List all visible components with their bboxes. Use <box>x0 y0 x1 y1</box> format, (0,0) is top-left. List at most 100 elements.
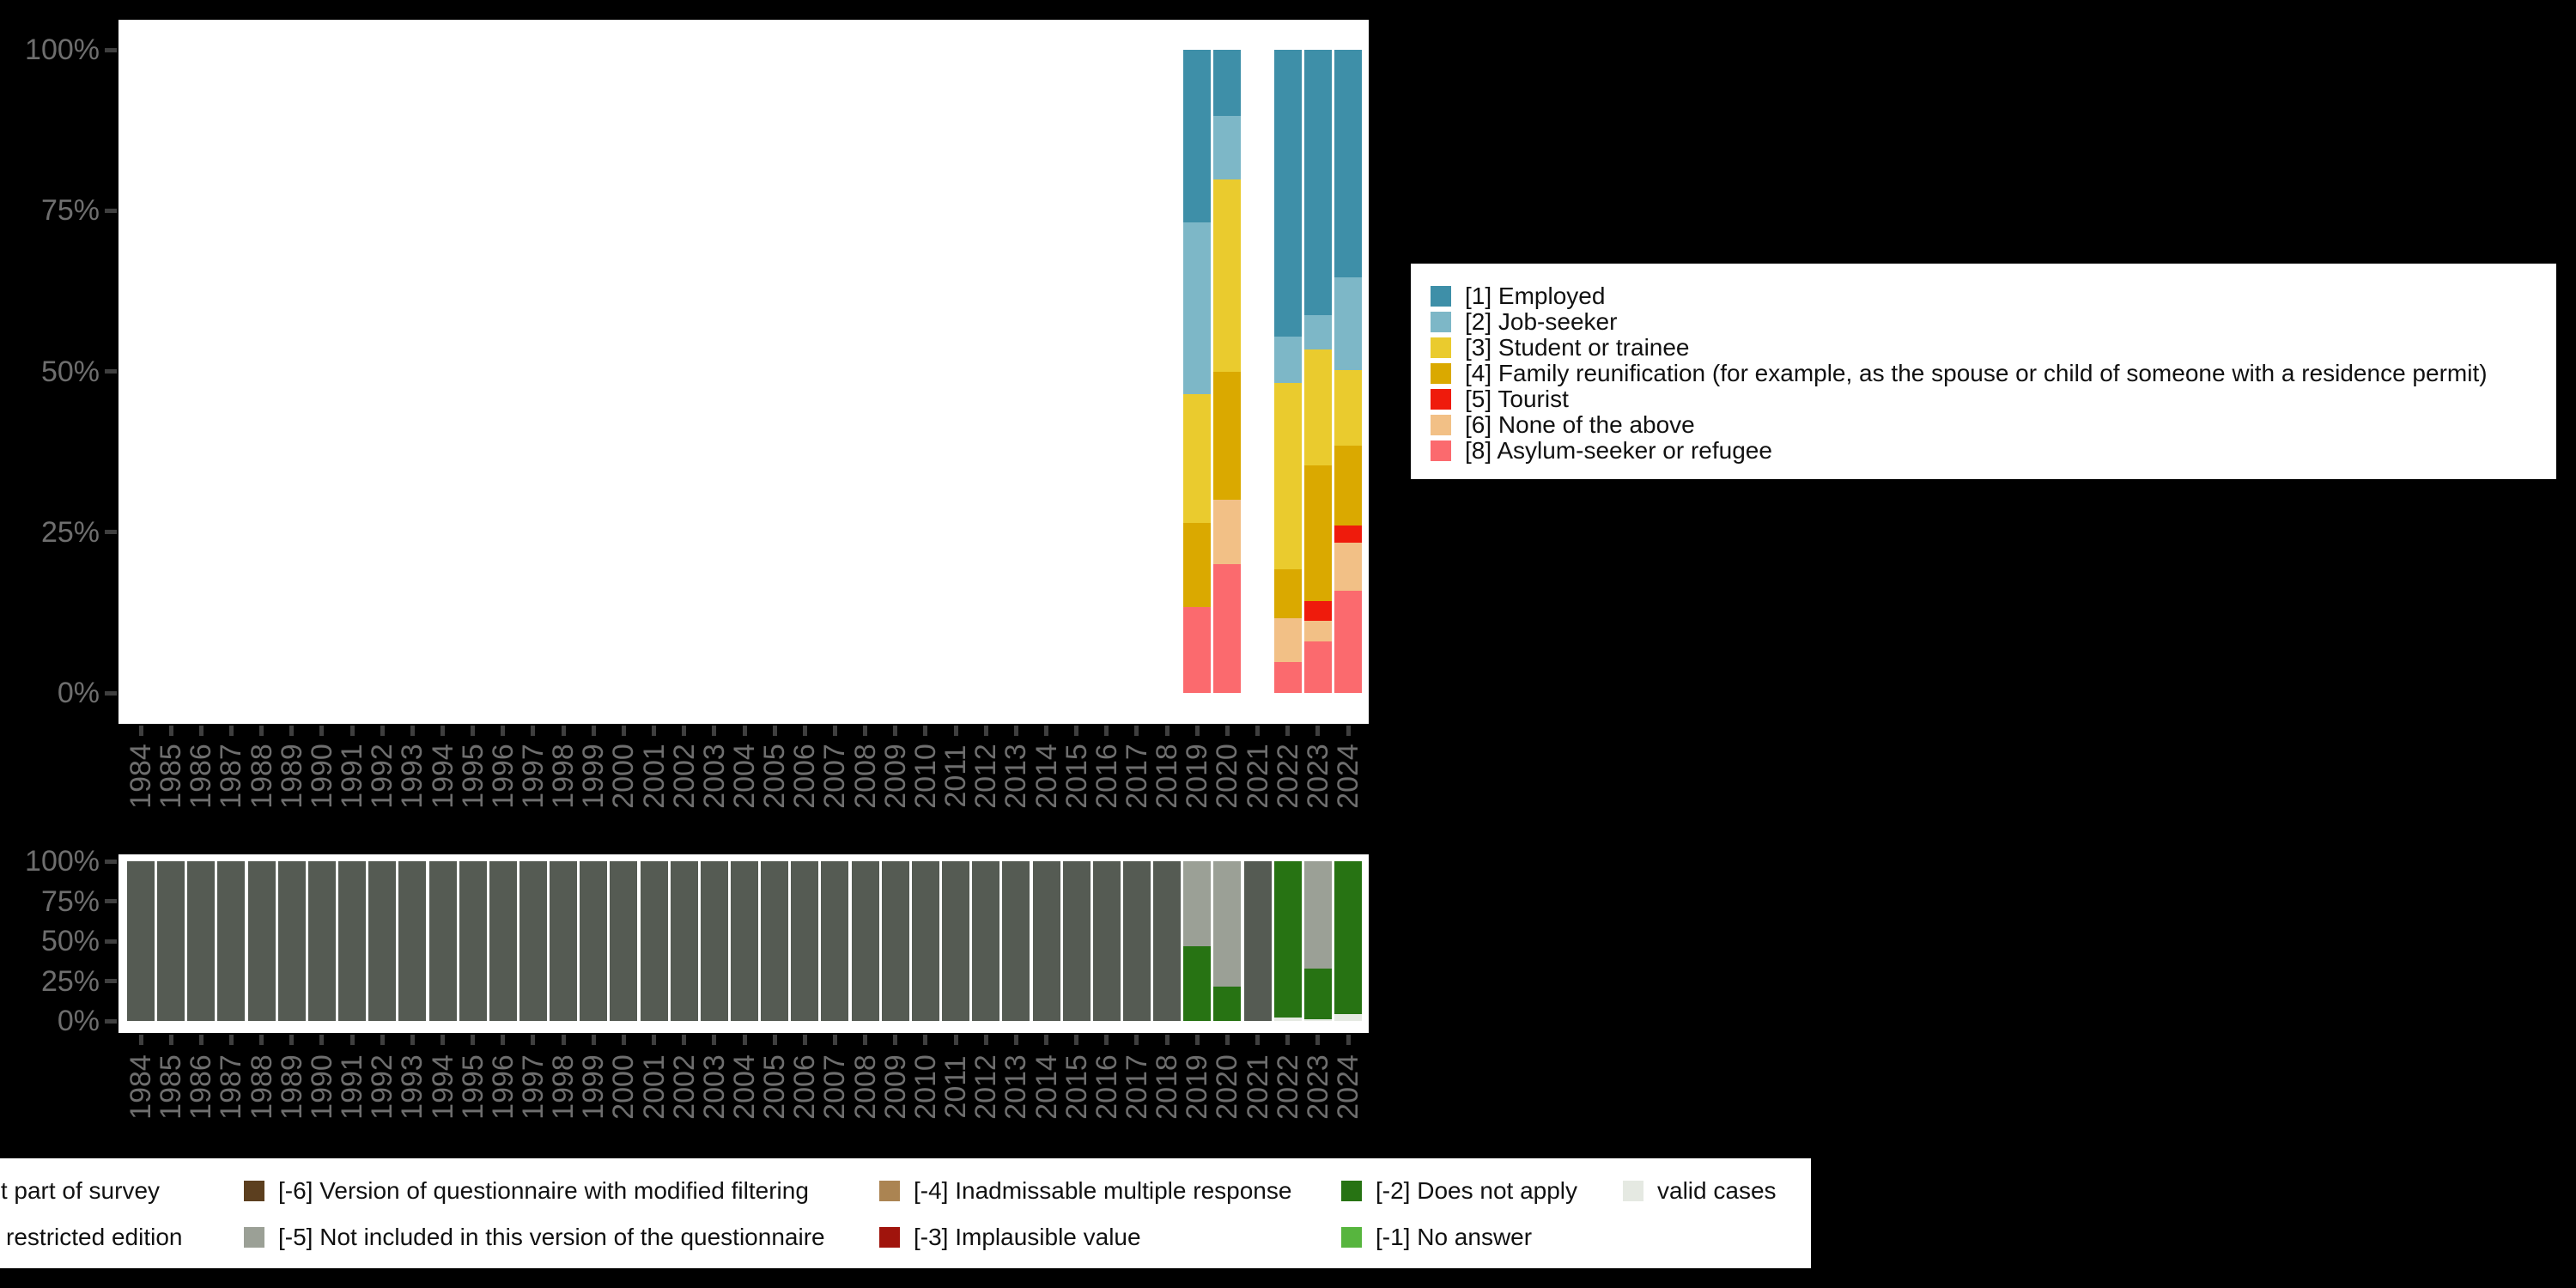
x-axis-tick <box>349 726 355 736</box>
bar-segment <box>1213 564 1242 693</box>
x-axis-tick <box>772 1035 777 1045</box>
x-axis-tick-label: 2000 <box>607 744 641 809</box>
x-axis-tick <box>198 1035 204 1045</box>
y-axis-tick <box>105 1018 117 1024</box>
bar-segment <box>821 861 849 1022</box>
x-axis-tick <box>501 726 506 736</box>
bar-segment <box>1334 861 1362 1014</box>
x-axis-tick-label: 2020 <box>1211 744 1244 809</box>
x-axis-tick-label: 1993 <box>396 744 429 809</box>
x-axis-tick-label: 2006 <box>788 1054 822 1120</box>
x-axis-tick <box>893 726 898 736</box>
x-axis-tick <box>440 726 445 736</box>
x-axis-tick-label: 2019 <box>1181 1054 1214 1120</box>
bar-segment <box>1183 393 1212 523</box>
bar-segment <box>1303 349 1332 465</box>
x-axis-tick-label: 1996 <box>486 744 519 809</box>
legend-row: [-5] Not included in this version of the… <box>244 1224 879 1250</box>
x-axis-tick-label: 2011 <box>939 744 973 808</box>
x-axis-tick <box>1194 1035 1200 1045</box>
legend-swatch <box>1341 1227 1362 1248</box>
legend-swatch <box>1341 1181 1362 1201</box>
legend-label: [-2] Does not apply <box>1376 1177 1578 1204</box>
x-axis-tick <box>1104 1035 1109 1045</box>
legend-swatch <box>1431 389 1451 410</box>
legend-label: [1] Employed <box>1465 283 1606 309</box>
x-axis-tick-label: 2017 <box>1120 744 1153 809</box>
x-axis-tick-label: 2014 <box>1030 1054 1063 1120</box>
legend-row: [6] None of the above <box>1431 411 2556 438</box>
bar-segment <box>1032 861 1060 1022</box>
x-axis-tick-label: 2011 <box>939 1055 973 1119</box>
bar-segment <box>550 861 578 1022</box>
legend-row: [-7] Only available in less restricted e… <box>0 1224 244 1250</box>
x-axis-tick-label: 2006 <box>788 744 822 809</box>
x-axis-tick-label: 1987 <box>215 744 248 809</box>
bar-segment <box>851 861 879 1022</box>
bar-segment <box>640 861 668 1022</box>
x-axis-tick-label: 2002 <box>667 744 701 809</box>
bar-segment <box>127 861 155 1022</box>
x-axis-tick-label: 2015 <box>1060 744 1093 809</box>
bar-segment <box>911 861 939 1022</box>
x-axis-tick-label: 1997 <box>516 744 550 809</box>
x-axis-tick-label: 1991 <box>336 744 369 809</box>
legend-swatch <box>1431 415 1451 435</box>
y-axis-tick-label: 50% <box>40 355 100 388</box>
bar-segment <box>187 861 216 1022</box>
x-axis-tick-label: 1999 <box>577 744 611 809</box>
x-axis-tick-label: 2000 <box>607 1054 641 1120</box>
y-axis-tick-label: 100% <box>25 845 100 878</box>
bottom-legend-grid: [-8] Question this year not part of surv… <box>0 1177 1811 1250</box>
x-axis-tick-label: 1993 <box>396 1054 429 1120</box>
x-axis-tick-label: 1992 <box>366 744 399 809</box>
x-axis-tick-label: 2021 <box>1241 1054 1274 1120</box>
x-axis-tick-label: 2016 <box>1090 1054 1123 1120</box>
x-axis-tick-label: 2007 <box>818 744 852 809</box>
y-axis-tick <box>105 979 117 984</box>
y-axis-tick <box>105 859 117 864</box>
x-axis-tick-label: 1986 <box>185 744 218 809</box>
x-axis-tick <box>1044 1035 1048 1045</box>
x-axis-tick-label: 2013 <box>999 744 1033 809</box>
x-axis-tick <box>259 1035 264 1045</box>
x-axis-tick <box>380 726 385 736</box>
x-axis-tick <box>742 726 747 736</box>
bar-segment <box>610 861 638 1022</box>
bar-segment <box>1334 445 1362 526</box>
bar-segment <box>1183 50 1212 222</box>
legend-label: [-7] Only available in less restricted e… <box>0 1224 183 1250</box>
x-axis-tick <box>561 1035 566 1045</box>
x-axis-tick-label: 1997 <box>516 1054 550 1120</box>
x-axis-tick <box>1194 726 1200 736</box>
x-axis-tick-label: 1998 <box>547 1054 580 1120</box>
x-axis-tick-label: 2005 <box>758 744 792 809</box>
x-axis-tick <box>1255 1035 1261 1045</box>
legend-label: [3] Student or trainee <box>1465 334 1690 361</box>
bar-segment <box>791 861 819 1022</box>
x-axis-tick <box>652 726 657 736</box>
x-axis-tick <box>1134 1035 1139 1045</box>
x-axis-tick <box>832 1035 837 1045</box>
legend-label: [2] Job-seeker <box>1465 308 1618 335</box>
bar-segment <box>731 861 758 1022</box>
x-axis-tick-label: 2010 <box>908 1054 942 1120</box>
legend-swatch <box>1431 337 1451 358</box>
bar-segment <box>1213 987 1242 1022</box>
legend-swatch <box>879 1181 900 1201</box>
bar-segment <box>338 861 367 1022</box>
x-axis-tick <box>531 1035 536 1045</box>
y-axis-tick-label: 50% <box>40 925 100 958</box>
legend-row: [-2] Does not apply <box>1341 1177 1623 1204</box>
y-axis-tick <box>105 690 117 696</box>
bar-segment <box>1122 861 1151 1022</box>
legend-swatch <box>244 1181 264 1201</box>
bar-segment <box>519 861 547 1022</box>
x-axis-tick-label: 2010 <box>908 744 942 809</box>
x-axis-tick <box>863 1035 868 1045</box>
x-axis-tick <box>1224 726 1230 736</box>
x-axis-tick <box>1013 726 1018 736</box>
y-axis-tick <box>105 47 117 52</box>
x-axis-tick-label: 1994 <box>426 1054 459 1120</box>
bar-segment <box>1062 861 1091 1022</box>
